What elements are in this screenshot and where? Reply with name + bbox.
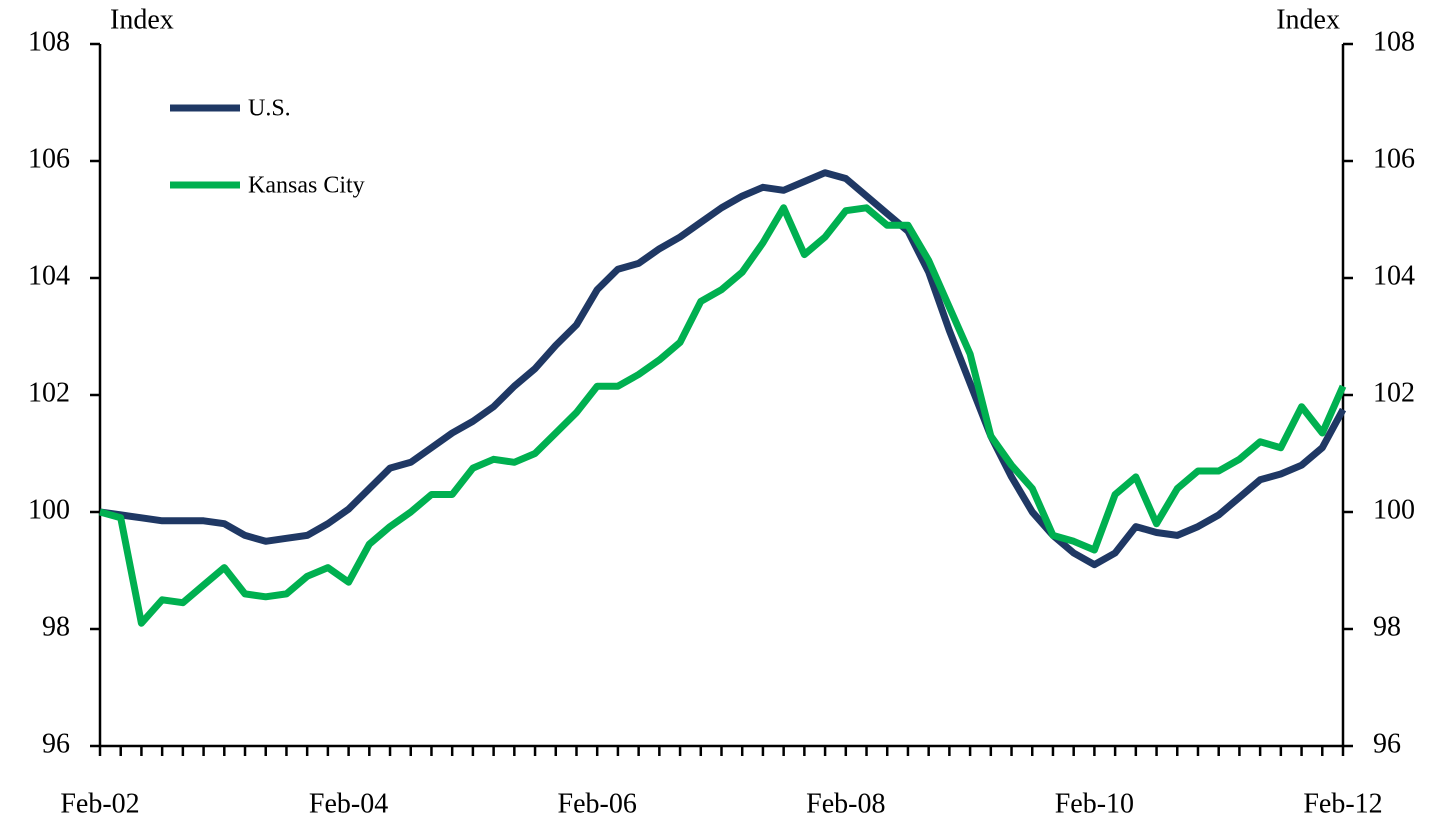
y2-tick-label: 96 (1373, 728, 1401, 759)
legend-label: Kansas City (248, 173, 365, 199)
y-tick-label: 104 (28, 260, 70, 291)
y2-tick-label: 98 (1373, 611, 1401, 642)
y2-tick-label: 102 (1373, 377, 1415, 408)
x-tick-label: Feb-04 (309, 788, 388, 819)
y-tick-label: 96 (42, 728, 70, 759)
y2-tick-label: 104 (1373, 260, 1415, 291)
series-line (99, 204, 1347, 627)
x-tick-label: Feb-08 (806, 788, 885, 819)
y-axis-label: Index (110, 4, 174, 35)
y-tick-label: 100 (28, 494, 70, 525)
y-tick-label: 106 (28, 143, 70, 174)
y-tick-label: 102 (28, 377, 70, 408)
series-line (99, 169, 1347, 569)
y2-axis-label: Index (1276, 4, 1340, 35)
y2-tick-label: 100 (1373, 494, 1415, 525)
x-tick-label: Feb-02 (60, 788, 139, 819)
x-tick-label: Feb-12 (1303, 788, 1382, 819)
legend-label: U.S. (248, 96, 291, 122)
y-tick-label: 108 (28, 26, 70, 57)
y2-tick-label: 106 (1373, 143, 1415, 174)
y2-tick-label: 108 (1373, 26, 1415, 57)
x-tick-label: Feb-06 (558, 788, 637, 819)
x-tick-label: Feb-10 (1055, 788, 1134, 819)
y-tick-label: 98 (42, 611, 70, 642)
